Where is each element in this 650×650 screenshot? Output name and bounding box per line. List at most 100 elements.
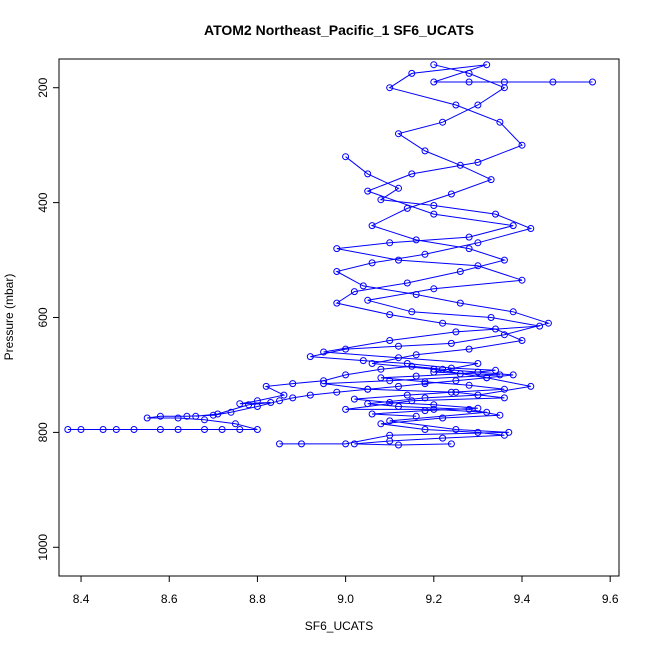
data-point [403,391,411,399]
data-point [456,161,464,169]
data-point [368,259,376,267]
data-point [500,431,508,439]
data-point [421,407,429,415]
data-point [496,411,504,419]
x-tick-label: 8.6 [161,592,178,606]
data-point [231,420,239,428]
data-point [306,391,314,399]
x-tick-label: 8.4 [73,592,90,606]
data-point [421,394,429,402]
data-point [447,190,455,198]
data-point [143,414,151,422]
data-point [377,374,385,382]
data-point [430,405,438,413]
data-point [156,412,164,420]
series-4 [306,153,552,420]
data-point [430,401,438,409]
data-point [527,382,535,390]
data-point [456,299,464,307]
data-point [183,412,191,420]
data-point [452,377,460,385]
data-point [320,377,328,385]
data-point [368,360,376,367]
data-point [386,417,394,425]
data-point [359,357,367,365]
data-point [474,158,482,166]
data-point [386,311,394,319]
data-point [447,440,455,448]
data-point [412,236,420,244]
data-point [267,399,275,406]
data-point [518,337,526,344]
data-point [342,371,350,379]
data-point [342,440,350,448]
data-point [377,365,385,373]
data-point [395,382,402,390]
data-point [386,437,394,445]
series-line [335,64,531,446]
plot-frame [58,58,620,577]
data-point [395,130,402,138]
data-point [492,366,499,374]
data-point [227,408,235,416]
data-point [589,78,596,86]
data-point [544,319,552,327]
data-point [421,147,429,155]
data-point [289,380,297,388]
data-point [456,370,464,378]
data-point [403,279,411,287]
data-point [500,394,508,402]
data-point [236,426,244,433]
data-point [412,372,420,380]
data-point [280,391,288,399]
data-point [412,351,420,359]
data-point [364,187,372,195]
data-point [377,196,385,204]
data-point [439,414,447,422]
data-point [306,353,314,361]
data-point [395,184,402,192]
data-point [430,78,438,86]
data-point [359,282,367,290]
data-point [236,400,244,408]
series-line [279,64,593,445]
data-point [439,434,447,442]
data-point [492,210,499,218]
data-point [421,378,429,386]
data-point [364,296,372,304]
data-point [549,78,557,86]
data-point [130,426,138,433]
data-point [201,416,208,424]
data-point [386,337,394,344]
data-point [245,401,253,409]
data-point [403,360,411,367]
data-point [483,61,491,69]
data-point [218,426,226,433]
data-point [408,170,416,178]
data-point [430,202,438,209]
data-point [509,308,517,316]
data-point [342,153,350,161]
data-point [439,319,447,327]
data-point [156,426,164,433]
y-tick-label: 600 [36,307,50,327]
data-point [64,426,72,433]
data-point [395,256,402,264]
plot-area [64,61,596,449]
data-point [496,118,504,126]
data-point [500,84,508,92]
data-point [350,440,358,448]
x-tick-label: 9.4 [514,592,531,606]
data-point [77,426,85,433]
data-point [364,385,372,393]
x-tick-label: 9.2 [425,592,442,606]
data-point [465,78,473,86]
data-point [439,365,447,373]
data-point [395,441,402,449]
data-point [412,412,420,420]
series-2 [64,362,517,433]
data-point [421,426,429,433]
data-point [452,101,460,109]
data-point [99,426,107,433]
